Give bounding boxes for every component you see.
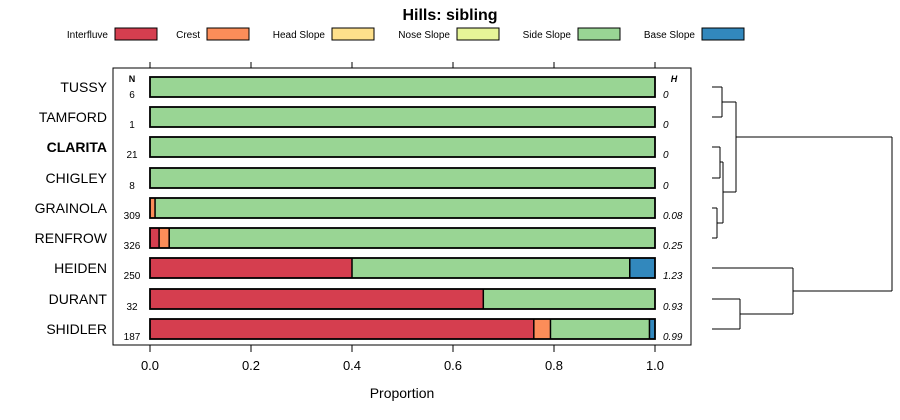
x-tick-label-1: 0.2: [242, 358, 260, 373]
bar-segment-tamford-side-slope: [150, 107, 655, 127]
bar-outline-heiden: [149, 257, 656, 279]
n-value-tamford: 1: [129, 120, 135, 131]
legend-swatch-crest: [206, 27, 250, 41]
bar-outline-durant: [149, 288, 656, 310]
bar-row-shidler: SHIDLER 187 0.99: [46, 318, 683, 343]
soil-label-chigley: CHIGLEY: [46, 170, 108, 186]
legend-swatch-side_slope: [577, 27, 621, 41]
bar-segment-chigley-side-slope: [150, 168, 655, 188]
dendrogram: [712, 86, 893, 330]
bar-row-tamford: TAMFORD 1 0: [39, 106, 669, 131]
x-axis: 0.0 0.2 0.4 0.6 0.8 1.0: [141, 62, 664, 373]
bar-segment-shidler-base-slope: [649, 319, 655, 339]
legend-swatch-head_slope: [331, 27, 375, 41]
bar-outline-tussy: [149, 76, 656, 98]
bar-segment-renfrow-crest: [159, 228, 170, 248]
bar-outline-chigley: [149, 167, 656, 189]
bar-segment-renfrow-interfluve: [150, 228, 160, 248]
n-value-clarita: 21: [126, 150, 138, 161]
h-value-tamford: 0: [663, 120, 669, 131]
legend-swatch-base_slope: [701, 27, 745, 41]
soil-label-shidler: SHIDLER: [46, 321, 107, 337]
bar-row-heiden: HEIDEN 250 1.23: [54, 257, 683, 282]
bar-outline-clarita: [149, 136, 656, 158]
bar-rows: TUSSY 6 0 TAMFORD 1 0 CLARITA 21 0 CHIGLEY 8 0 GRAIN…: [35, 76, 683, 343]
legend-label-interfluve: Interfluve: [67, 30, 109, 41]
n-value-tussy: 6: [129, 90, 135, 101]
bar-segment-heiden-interfluve: [150, 258, 352, 278]
n-value-heiden: 250: [124, 271, 141, 282]
h-column-header: H: [671, 74, 678, 84]
bar-segment-clarita-side-slope: [150, 137, 655, 157]
bar-row-grainola: GRAINOLA 309 0.08: [35, 197, 683, 222]
bar-outline-renfrow: [149, 227, 656, 249]
x-tick-label-3: 0.6: [444, 358, 462, 373]
bar-segment-grainola-crest: [150, 198, 156, 218]
soil-label-renfrow: RENFROW: [35, 230, 108, 246]
soil-label-clarita: CLARITA: [47, 139, 107, 155]
x-tick-label-0: 0.0: [141, 358, 159, 373]
h-value-clarita: 0: [663, 150, 669, 161]
bar-segment-grainola-side-slope: [155, 198, 656, 218]
soil-label-heiden: HEIDEN: [54, 260, 107, 276]
bar-outline-tamford: [149, 106, 656, 128]
legend-swatch-nose_slope: [456, 27, 500, 41]
h-value-shidler: 0.99: [663, 332, 683, 343]
legend-swatch-interfluve: [114, 27, 158, 41]
bar-segment-heiden-side-slope: [352, 258, 630, 278]
x-tick-label-5: 1.0: [646, 358, 664, 373]
n-value-durant: 32: [126, 302, 138, 313]
legend-label-side_slope: Side Slope: [523, 30, 572, 41]
legend: Interfluve Crest Head Slope Nose Slope Side …: [67, 27, 745, 41]
chart-title: Hills: sibling: [402, 7, 497, 24]
bar-segment-shidler-crest: [533, 319, 551, 339]
bar-row-chigley: CHIGLEY 8 0: [46, 167, 669, 192]
soil-label-grainola: GRAINOLA: [35, 200, 108, 216]
legend-label-base_slope: Base Slope: [644, 30, 696, 41]
bar-segment-durant-side-slope: [483, 289, 655, 309]
h-value-renfrow: 0.25: [663, 241, 683, 252]
n-value-chigley: 8: [129, 181, 135, 192]
n-value-renfrow: 326: [124, 241, 141, 252]
x-axis-title: Proportion: [370, 385, 435, 401]
n-column-header: N: [129, 74, 136, 84]
bar-segment-durant-interfluve: [150, 289, 484, 309]
h-value-heiden: 1.23: [663, 271, 683, 282]
bar-row-durant: DURANT 32 0.93: [49, 288, 683, 313]
h-value-tussy: 0: [663, 90, 669, 101]
h-value-grainola: 0.08: [663, 211, 683, 222]
n-value-grainola: 309: [124, 211, 141, 222]
bar-segment-tussy-side-slope: [150, 77, 655, 97]
bar-row-tussy: TUSSY 6 0: [60, 76, 669, 101]
x-tick-label-2: 0.4: [343, 358, 361, 373]
bar-segment-shidler-interfluve: [150, 319, 534, 339]
legend-label-head_slope: Head Slope: [273, 30, 326, 41]
legend-label-nose_slope: Nose Slope: [398, 30, 450, 41]
bar-segment-renfrow-side-slope: [169, 228, 655, 248]
soil-label-durant: DURANT: [49, 291, 108, 307]
h-value-chigley: 0: [663, 181, 669, 192]
bar-row-clarita: CLARITA 21 0: [47, 136, 669, 161]
bar-row-renfrow: RENFROW 326 0.25: [35, 227, 683, 252]
bar-segment-shidler-side-slope: [550, 319, 650, 339]
soil-label-tamford: TAMFORD: [39, 109, 107, 125]
bar-outline-shidler: [149, 318, 656, 340]
soil-label-tussy: TUSSY: [60, 79, 107, 95]
plot-frame: [112, 67, 692, 346]
bar-segment-heiden-base-slope: [629, 258, 655, 278]
h-value-durant: 0.93: [663, 302, 683, 313]
legend-label-crest: Crest: [176, 30, 200, 41]
n-value-shidler: 187: [124, 332, 141, 343]
x-tick-label-4: 0.8: [545, 358, 563, 373]
bar-outline-grainola: [149, 197, 656, 219]
